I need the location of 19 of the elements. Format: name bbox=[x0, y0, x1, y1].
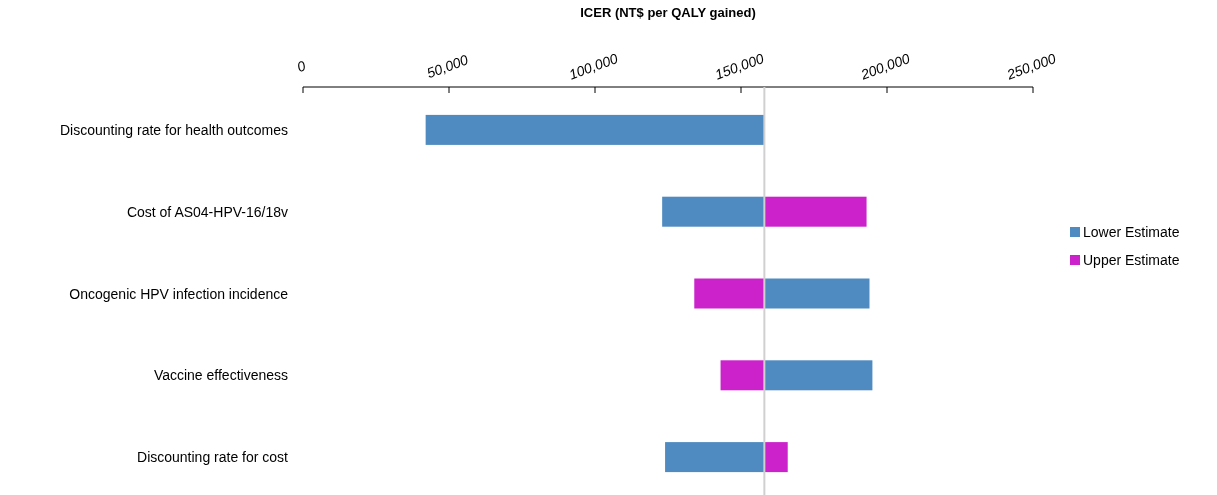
bar bbox=[662, 196, 765, 227]
y-tick-label: Oncogenic HPV infection incidence bbox=[69, 285, 289, 302]
y-tick-label: Vaccine effectiveness bbox=[153, 367, 288, 384]
legend-label: Lower Estimate bbox=[1083, 224, 1180, 240]
x-tick-label: 50,000 bbox=[424, 51, 471, 82]
bar bbox=[425, 114, 765, 145]
y-tick-label: Cost of AS04-HPV-16/18v bbox=[126, 203, 288, 220]
x-tick-label: 0 bbox=[294, 57, 308, 76]
x-axis-title: ICER (NT$ per QALY gained) bbox=[580, 5, 756, 20]
bar bbox=[764, 442, 788, 473]
bar bbox=[764, 278, 870, 309]
bar bbox=[764, 196, 867, 227]
legend-label: Upper Estimate bbox=[1083, 252, 1180, 268]
bar bbox=[720, 360, 765, 391]
bar bbox=[665, 442, 765, 473]
bar bbox=[764, 360, 873, 391]
y-tick-label: Discounting rate for health outcomes bbox=[59, 121, 288, 138]
y-tick-label: Discounting rate for cost bbox=[137, 449, 289, 466]
bar bbox=[694, 278, 765, 309]
